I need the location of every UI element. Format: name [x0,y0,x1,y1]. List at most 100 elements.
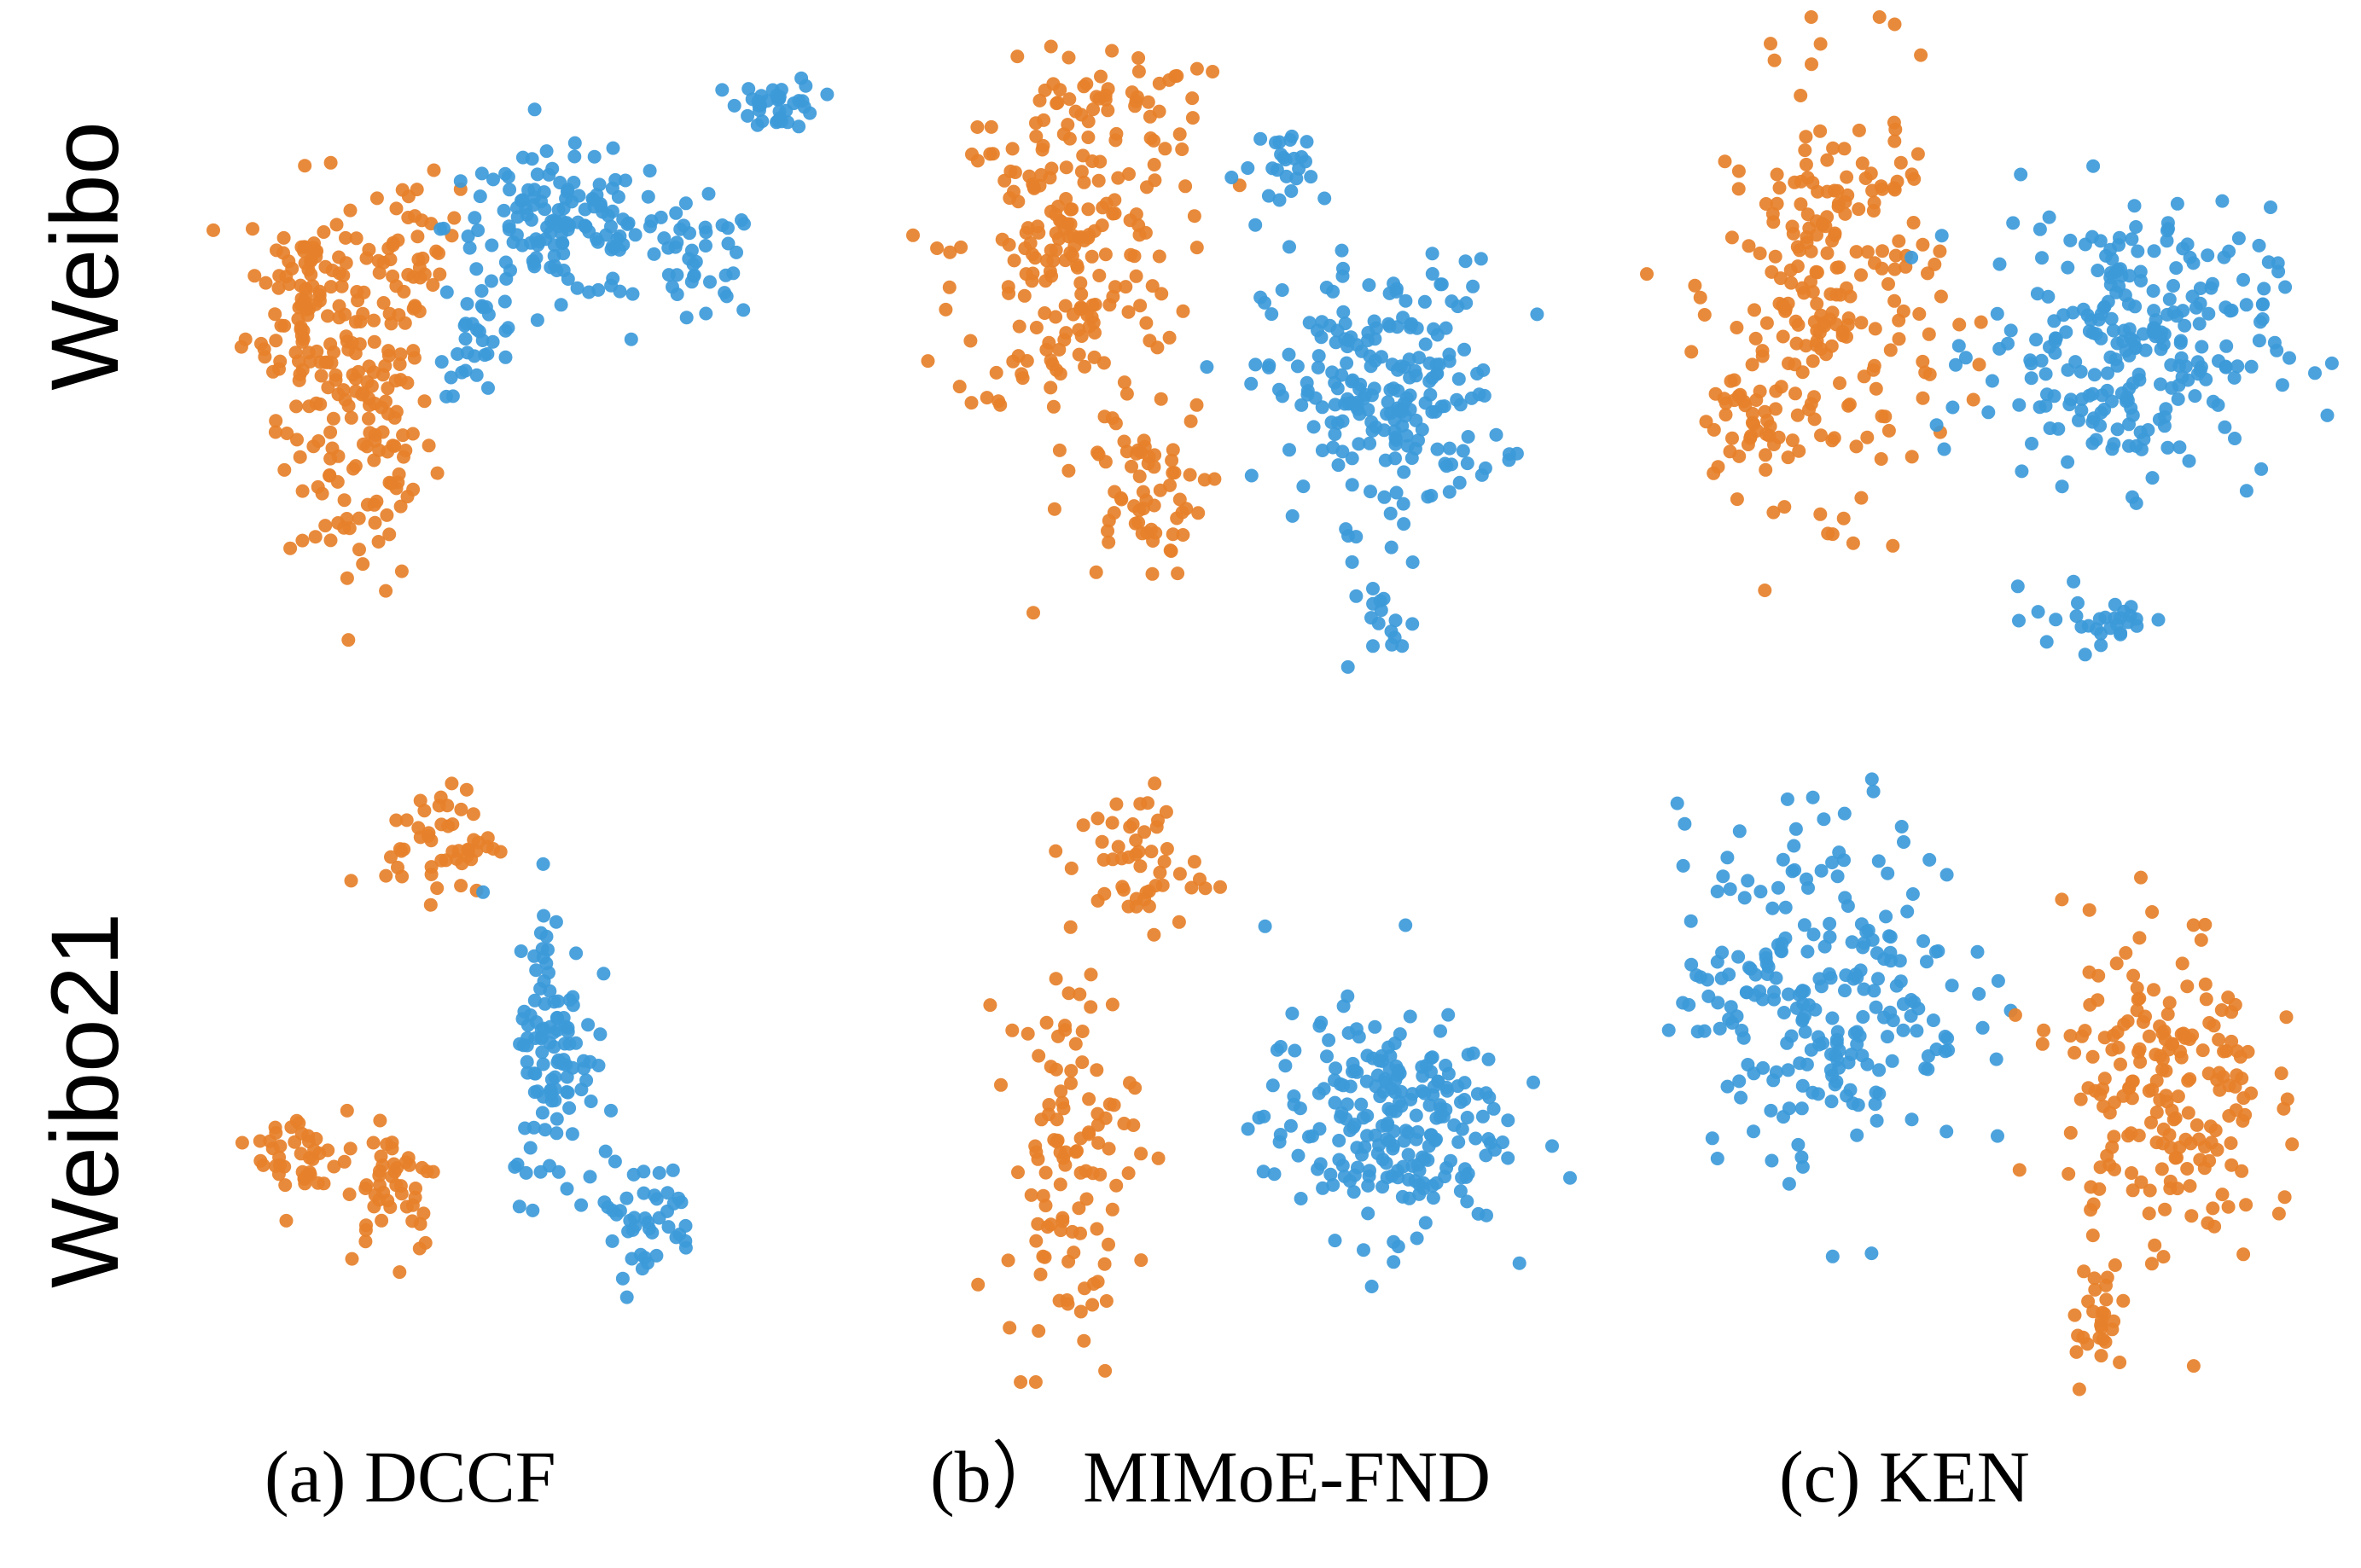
scatter-point-orange [2175,956,2189,971]
scatter-point-orange [1805,57,1818,72]
scatter-point-blue [1527,1075,1540,1089]
scatter-point-blue [604,1103,618,1118]
scatter-point-blue [1300,375,1314,390]
scatter-point-blue [2085,229,2099,244]
scatter-point-orange [1039,253,1054,268]
scatter-point-blue [1771,880,1785,895]
scatter-point-orange [1032,178,1047,193]
scatter-point-orange [427,163,441,177]
scatter-point-blue [1389,485,1404,500]
scatter-point-blue [1472,387,1486,402]
scatter-point-blue [1354,344,1369,358]
scatter-point-blue [2166,279,2180,293]
scatter-point-blue [1856,940,1870,955]
scatter-point-blue [469,262,484,276]
scatter-point-orange [1843,289,1858,304]
scatter-point-orange [2239,1198,2253,1212]
scatter-point-orange [393,347,408,362]
scatter-point-orange [1028,251,1043,265]
scatter-point-blue [1302,1130,1316,1144]
scatter-point-orange [2277,1101,2291,1116]
scatter-point-orange [378,358,393,373]
scatter-point-orange [268,1120,282,1135]
scatter-point-blue [820,87,834,102]
scatter-point-blue [2169,261,2184,276]
scatter-point-blue [2261,255,2276,270]
scatter-point-blue [637,1186,651,1200]
scatter-point-orange [1825,433,1840,448]
scatter-point-orange [430,466,445,480]
scatter-point-orange [2132,931,2147,945]
scatter-point-orange [1852,123,1866,137]
scatter-point-orange [2086,1304,2101,1319]
scatter-point-orange [1168,69,1183,84]
scatter-point-blue [703,275,717,289]
scatter-point-blue [583,1170,597,1184]
scatter-point-blue [1798,1025,1812,1039]
scatter-point-orange [317,225,331,239]
scatter-point-orange [358,1234,373,1249]
scatter-point-blue [1425,247,1439,261]
scatter-point-blue [471,224,486,237]
scatter-point-blue [1341,1025,1356,1040]
scatter-point-blue [592,177,607,192]
scatter-point-orange [1134,1253,1149,1268]
scatter-point-orange [357,437,370,451]
scatter-point-orange [246,222,259,236]
scatter-point-orange [430,881,445,896]
scatter-point-blue [1486,1101,1501,1116]
scatter-point-blue [2104,311,2119,326]
scatter-point-blue [570,281,584,295]
scatter-point-orange [1749,393,1764,407]
scatter-point-blue [2025,437,2038,450]
scatter-point-blue [2125,408,2140,422]
scatter-point-orange [2221,990,2236,1005]
scatter-point-blue [1501,1151,1515,1165]
scatter-point-orange [995,232,1009,247]
scatter-point-orange [331,387,346,402]
scatter-point-orange [1148,776,1162,791]
scatter-point-orange [1129,269,1143,283]
scatter-point-orange [1810,323,1824,338]
scatter-point-orange [1090,1063,1104,1077]
scatter-point-orange [2149,1135,2164,1150]
scatter-point-orange [992,394,1006,409]
scatter-point-blue [1438,1170,1452,1184]
scatter-point-blue [1791,1137,1806,1152]
scatter-point-orange [2207,1019,2221,1033]
scatter-point-orange [1820,246,1835,260]
scatter-point-blue [1334,1110,1348,1124]
scatter-point-orange [1081,131,1096,144]
scatter-point-blue [550,1112,564,1126]
scatter-point-orange [1769,402,1782,416]
scatter-point-blue [643,164,657,178]
scatter-point-blue [527,949,542,963]
scatter-point-blue [529,963,544,978]
scatter-point-orange [1748,331,1763,346]
scatter-point-orange [1804,10,1818,24]
scatter-point-orange [1064,861,1079,875]
scatter-point-orange [368,515,382,530]
scatter-point-blue [550,1011,565,1025]
scatter-point-orange [417,394,432,409]
scatter-point-orange [405,427,420,441]
scatter-point-blue [1326,1178,1340,1192]
scatter-point-blue [1856,1010,1870,1024]
scatter-point-orange [235,1135,249,1150]
scatter-point-orange [362,359,376,374]
scatter-point-blue [1478,461,1492,475]
scatter-point-blue [1689,968,1704,983]
scatter-point-orange [1099,196,1114,211]
scatter-point-blue [1442,441,1457,456]
scatter-point-blue [525,152,539,166]
scatter-point-blue [1711,996,1725,1010]
scatter-point-orange [1084,1000,1098,1014]
scatter-point-blue [533,1164,548,1179]
scatter-point-orange [1183,467,1197,482]
scatter-point-orange [1077,175,1091,189]
scatter-point-orange [1081,202,1096,217]
scatter-point-blue [1272,193,1287,207]
scatter-point-blue [1765,901,1780,915]
scatter-point-blue [2086,159,2101,173]
scatter-point-blue [648,1188,662,1203]
